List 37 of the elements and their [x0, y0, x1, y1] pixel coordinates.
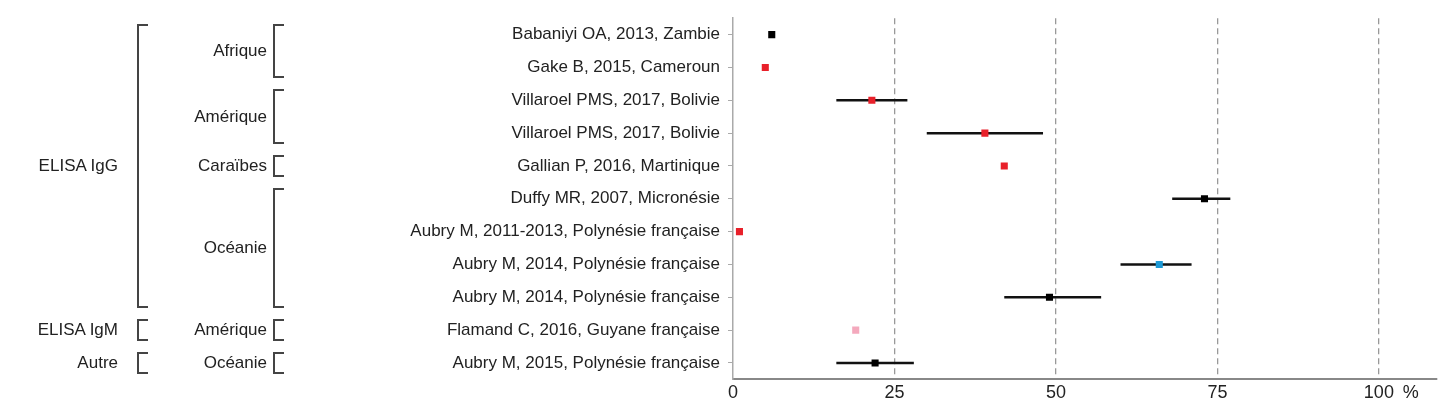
- point: [1045, 293, 1054, 301]
- y-tick-label: Gake B, 2015, Cameroun: [527, 57, 720, 77]
- x-tick-label: 75: [1207, 382, 1228, 403]
- x-tick-label: 100: [1363, 382, 1394, 403]
- y-tick-label: Aubry M, 2011-2013, Polynésie française: [410, 221, 720, 241]
- y-tick-label: Villaroel PMS, 2017, Bolivie: [511, 122, 720, 142]
- text: Océanie: [203, 352, 267, 373]
- text: Autre: [77, 352, 118, 373]
- y-tick-label: Aubry M, 2014, Polynésie française: [452, 287, 720, 306]
- point: [871, 359, 879, 367]
- point: [981, 129, 989, 137]
- x-tick-label: 50: [1045, 382, 1066, 403]
- text: Afrique: [213, 41, 267, 62]
- point: [1000, 162, 1008, 170]
- text: ELISA IgG: [38, 155, 118, 176]
- x-axis-title: %: [1402, 381, 1419, 402]
- x-tick-label: 0: [727, 382, 739, 403]
- text: ELISA IgM: [37, 320, 118, 341]
- point: [761, 63, 769, 71]
- point: [1200, 195, 1209, 203]
- point: [852, 326, 860, 334]
- y-tick-label: Aubry M, 2015, Polynésie française: [452, 352, 720, 372]
- y-tick-label: Aubry M, 2014, Polynésie française: [452, 254, 720, 274]
- x-tick-label: 25: [884, 382, 905, 403]
- y-tick-label: Flamand C, 2016, Guyane française: [446, 319, 720, 339]
- point: [868, 96, 876, 104]
- text: Océanie: [203, 238, 267, 259]
- y-tick-label: Gallian P, 2016, Martinique: [517, 155, 720, 175]
- point: [1155, 260, 1163, 269]
- y-tick-label: Duffy MR, 2007, Micronésie: [510, 188, 720, 208]
- y-tick-label: Villaroel PMS, 2017, Bolivie: [511, 89, 720, 109]
- text: Amérique: [194, 106, 267, 127]
- y-tick-label: Babaniyi OA, 2013, Zambie: [512, 24, 720, 44]
- text: Caraïbes: [198, 155, 267, 176]
- point: [735, 228, 743, 236]
- point: [768, 31, 776, 39]
- text: Amérique: [194, 320, 267, 341]
